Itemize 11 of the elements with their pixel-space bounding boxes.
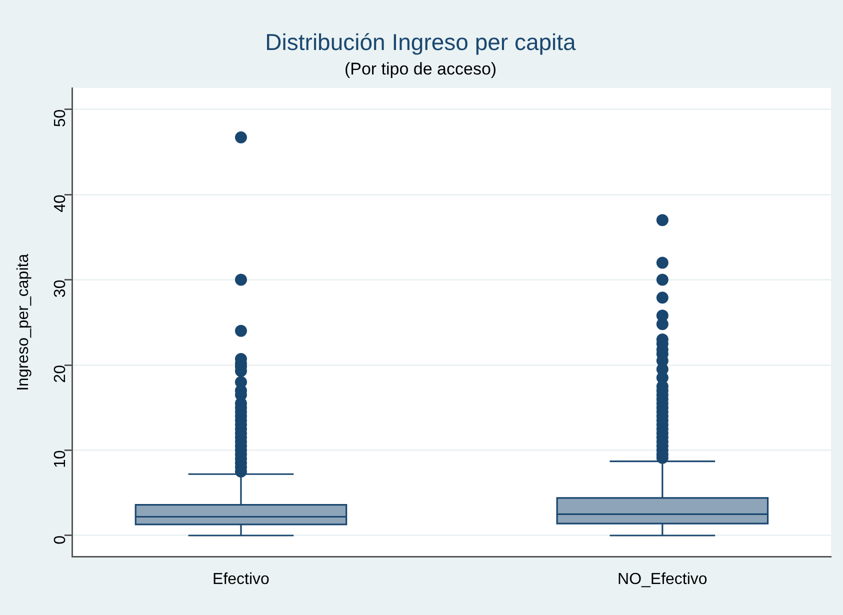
y-tick-label: 40 [52,194,69,212]
chart-subtitle: (Por tipo de acceso) [344,59,497,78]
y-tick-label: 50 [52,109,69,128]
chart-title: Distribución Ingreso per capita [265,29,576,56]
y-tick-label: 10 [52,450,69,468]
y-tick-label: 30 [52,280,69,298]
y-axis-title: Ingreso_per_capita [15,254,32,391]
x-tick-label: Efectivo [212,570,270,588]
y-tick-label: 20 [52,364,69,383]
x-tick-label: NO_Efectivo [618,570,708,588]
y-tick-label: 0 [52,535,69,544]
